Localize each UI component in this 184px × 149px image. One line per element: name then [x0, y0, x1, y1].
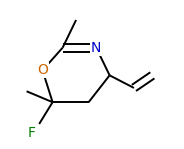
- Text: F: F: [28, 126, 36, 140]
- Text: O: O: [37, 63, 48, 77]
- Text: N: N: [91, 41, 101, 55]
